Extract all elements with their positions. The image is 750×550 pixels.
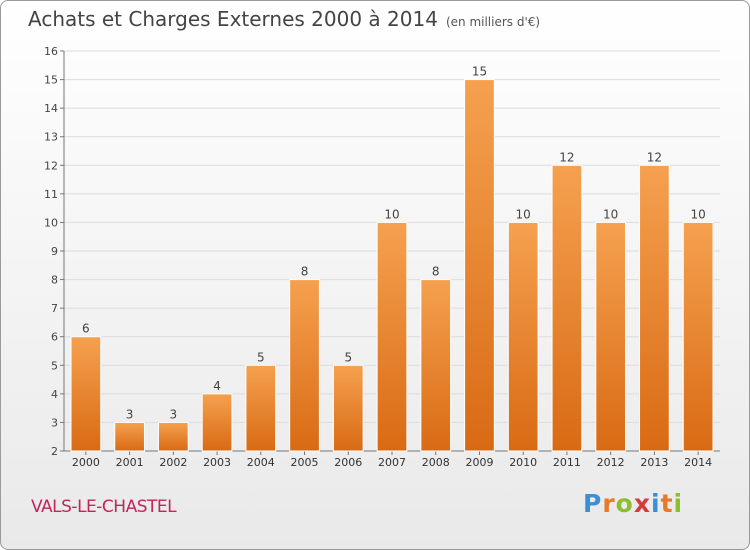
x-tick-label: 2012 bbox=[597, 456, 625, 469]
y-tick-label: 16 bbox=[44, 45, 58, 58]
y-tick-label: 3 bbox=[51, 416, 58, 429]
x-tick-label: 2009 bbox=[465, 456, 493, 469]
y-tick-label: 2 bbox=[51, 445, 58, 458]
bar-value-label: 8 bbox=[301, 265, 309, 279]
x-tick-label: 2007 bbox=[378, 456, 406, 469]
bar bbox=[289, 279, 320, 452]
bar bbox=[551, 164, 583, 452]
bar bbox=[332, 364, 364, 452]
x-tick-label: 2014 bbox=[684, 456, 712, 469]
y-tick-label: 13 bbox=[44, 131, 58, 144]
logo-letter: P bbox=[583, 489, 603, 518]
bar-value-label: 10 bbox=[516, 207, 531, 221]
bar-value-label: 5 bbox=[257, 350, 265, 364]
bar bbox=[682, 221, 714, 452]
bar bbox=[595, 221, 627, 452]
labels: 2 3 4 5 6 7 8 9 10 11 12 13 14 15 16 6 2000 3 2001 3 2002 4 20… bbox=[44, 45, 712, 469]
bar bbox=[507, 221, 539, 452]
bar-value-label: 10 bbox=[603, 207, 618, 221]
y-tick-label: 14 bbox=[44, 102, 58, 115]
bar-value-label: 6 bbox=[82, 322, 90, 336]
x-tick-label: 2010 bbox=[509, 456, 537, 469]
bar-value-label: 10 bbox=[384, 207, 399, 221]
x-tick-label: 2006 bbox=[334, 456, 362, 469]
x-tick-label: 2011 bbox=[553, 456, 581, 469]
logo-letter: t bbox=[660, 489, 674, 518]
y-tick-label: 7 bbox=[51, 302, 58, 315]
bar bbox=[70, 336, 102, 452]
x-tick-label: 2000 bbox=[72, 456, 100, 469]
commune-name: VALS-LE-CHASTEL bbox=[31, 497, 177, 517]
logo-letter: x bbox=[633, 489, 651, 518]
bar bbox=[157, 421, 189, 452]
logo-letter: r bbox=[602, 489, 616, 518]
bar bbox=[114, 421, 145, 452]
chart-subtitle: (en milliers d'€) bbox=[445, 15, 541, 29]
x-tick-label: 2002 bbox=[159, 456, 187, 469]
x-tick-label: 2004 bbox=[247, 456, 275, 469]
x-tick-label: 2001 bbox=[116, 456, 144, 469]
y-tick-label: 11 bbox=[44, 188, 58, 201]
bar-value-label: 12 bbox=[647, 150, 662, 164]
logo-letter: i bbox=[673, 489, 684, 518]
logo-letter: i bbox=[651, 489, 661, 518]
bars bbox=[70, 79, 714, 452]
bar-value-label: 8 bbox=[432, 265, 440, 279]
bar-value-label: 15 bbox=[472, 65, 487, 79]
bar-value-label: 4 bbox=[213, 379, 221, 393]
proxiti-logo[interactable]: Proxiti bbox=[583, 489, 683, 518]
bar bbox=[376, 221, 408, 452]
bar-value-label: 5 bbox=[344, 350, 352, 364]
bar bbox=[245, 364, 277, 452]
x-tick-label: 2005 bbox=[291, 456, 319, 469]
x-tick-label: 2008 bbox=[422, 456, 450, 469]
bar-value-label: 3 bbox=[170, 407, 178, 421]
chart-title: Achats et Charges Externes 2000 à 2014 (e… bbox=[28, 7, 540, 31]
y-tick-label: 12 bbox=[44, 159, 58, 172]
y-tick-label: 8 bbox=[51, 274, 58, 287]
y-tick-label: 5 bbox=[51, 359, 58, 372]
x-tick-label: 2013 bbox=[640, 456, 668, 469]
y-tick-label: 9 bbox=[51, 245, 58, 258]
bar-value-label: 10 bbox=[690, 207, 705, 221]
y-tick-label: 10 bbox=[44, 216, 58, 229]
bar bbox=[639, 164, 670, 452]
y-tick-label: 4 bbox=[51, 388, 58, 401]
bar bbox=[464, 79, 495, 452]
bar-value-label: 3 bbox=[126, 407, 134, 421]
y-tick-label: 6 bbox=[51, 331, 58, 344]
bar bbox=[420, 279, 452, 452]
bar-value-label: 12 bbox=[559, 150, 574, 164]
title-text: Achats et Charges Externes 2000 à 2014 bbox=[28, 7, 438, 31]
x-tick-label: 2003 bbox=[203, 456, 231, 469]
logo-letter: o bbox=[615, 489, 634, 518]
y-tick-label: 15 bbox=[44, 74, 58, 87]
bar bbox=[201, 393, 233, 452]
